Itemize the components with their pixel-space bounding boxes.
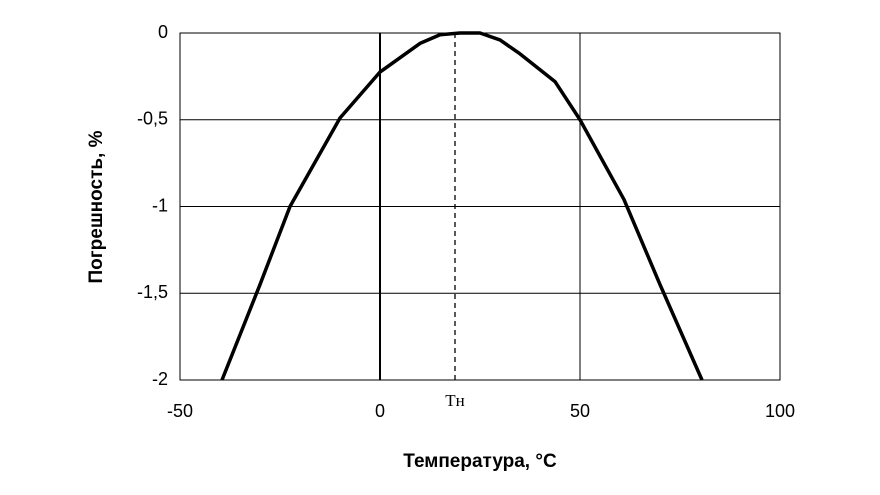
x-tick-label: -50	[167, 401, 193, 421]
y-tick-label: -2	[152, 369, 168, 389]
y-tick-label: 0	[158, 22, 168, 42]
x-axis-title: Температура, °С	[403, 451, 557, 472]
y-tick-label: -1	[152, 195, 168, 215]
y-tick-label: -0,5	[137, 109, 168, 129]
annotation-label: Тн	[445, 391, 464, 410]
x-tick-label: 0	[375, 401, 385, 421]
x-tick-label: 50	[570, 401, 590, 421]
x-tick-label: 100	[765, 401, 795, 421]
y-axis-title: Погрешность, %	[86, 130, 107, 283]
line-series	[220, 31, 704, 381]
y-tick-label: -1,5	[137, 282, 168, 302]
